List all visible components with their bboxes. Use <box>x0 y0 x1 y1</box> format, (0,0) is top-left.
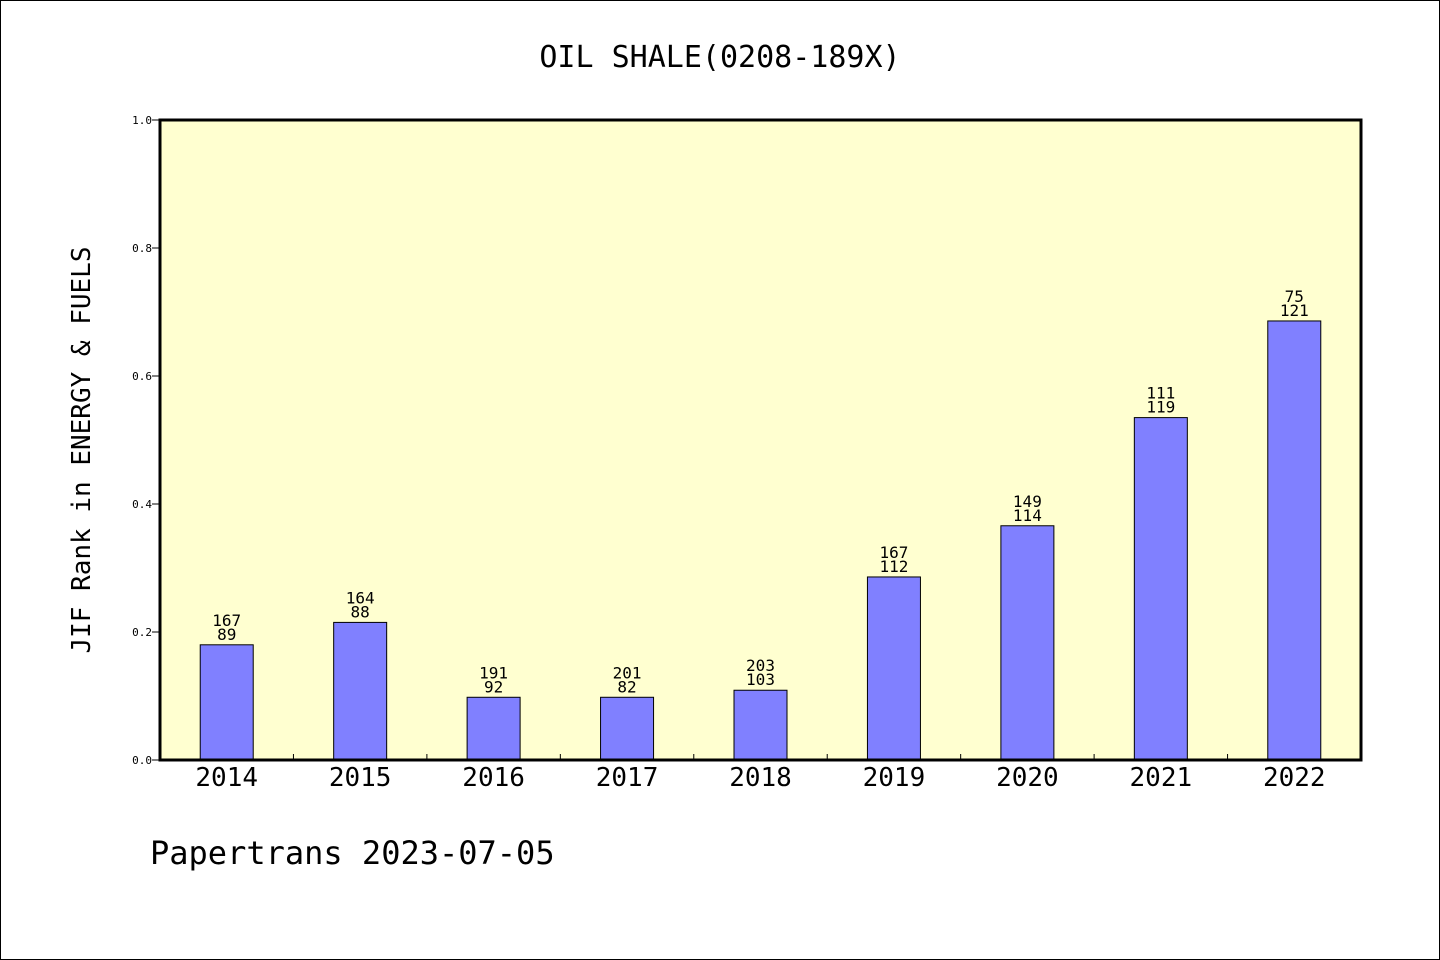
footer-text: Papertrans 2023-07-05 <box>150 834 555 872</box>
chart-title: OIL SHALE(0208-189X) <box>539 40 900 75</box>
y-tick-label: 0.4 <box>132 498 152 511</box>
y-tick-label: 0.6 <box>132 370 152 383</box>
bar-label-bottom: 89 <box>217 625 236 644</box>
bar-label-top: 75 <box>1285 287 1304 306</box>
y-tick-label: 0.2 <box>132 626 152 639</box>
x-tick-label: 2019 <box>863 763 926 793</box>
bar-label-top: 149 <box>1013 492 1042 511</box>
bar <box>1267 320 1322 761</box>
plot-border <box>158 118 1363 762</box>
bar-label-top: 167 <box>212 611 241 630</box>
x-tick-label: 2015 <box>329 763 392 793</box>
bar <box>866 576 921 761</box>
bar-label-bottom: 112 <box>879 557 908 576</box>
x-tick-label: 2016 <box>462 763 525 793</box>
y-tick-label: 0.8 <box>132 242 152 255</box>
bar-label-bottom: 103 <box>746 670 775 689</box>
bar-label-top: 191 <box>479 663 508 682</box>
bar-label-bottom: 92 <box>484 677 503 696</box>
bar <box>1000 525 1055 761</box>
x-tick-label: 2022 <box>1263 763 1326 793</box>
x-tick-label: 2014 <box>195 763 258 793</box>
bar-label-top: 201 <box>613 663 642 682</box>
x-tick-label: 2017 <box>596 763 659 793</box>
bar-label-bottom: 88 <box>351 602 370 621</box>
bar-label-bottom: 114 <box>1013 506 1042 525</box>
x-ticks: 2014 2015 2016 2017 2018 2019 2020 2021 2022 <box>195 754 1326 793</box>
x-tick-label: 2021 <box>1130 763 1193 793</box>
bar-label-bottom: 119 <box>1146 398 1175 417</box>
y-tick-label: 1.0 <box>132 114 152 127</box>
bar <box>466 696 521 761</box>
x-tick-label: 2020 <box>996 763 1059 793</box>
bar <box>733 689 788 761</box>
bar <box>1133 417 1188 761</box>
bar-label-bottom: 121 <box>1280 301 1309 320</box>
y-axis-label: JIF Rank in ENERGY & FUELS <box>67 247 97 654</box>
bar-label-top: 203 <box>746 656 775 675</box>
bars: 1678916488191922018220310316711214911411… <box>199 287 1322 761</box>
y-tick-label: 0.0 <box>132 754 152 767</box>
bar <box>333 621 388 761</box>
x-tick-label: 2018 <box>729 763 792 793</box>
bar <box>600 696 655 761</box>
y-ticks: 0.0 0.2 0.4 0.6 0.8 1.0 <box>132 114 160 767</box>
bar-label-top: 164 <box>346 588 375 607</box>
bar <box>199 644 254 761</box>
bar-label-top: 111 <box>1146 384 1175 403</box>
bar-label-bottom: 82 <box>617 677 636 696</box>
bar-label-top: 167 <box>879 543 908 562</box>
